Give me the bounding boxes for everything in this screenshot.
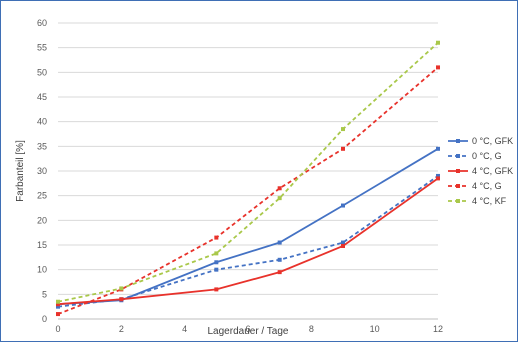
y-tick-label: 15 — [37, 240, 47, 250]
series-line — [57, 42, 439, 303]
data-point — [277, 186, 282, 191]
x-tick-label: 4 — [182, 324, 187, 334]
x-axis-title: Lagerdauer / Tage — [208, 326, 289, 337]
data-point — [56, 312, 60, 317]
data-point — [56, 304, 60, 309]
data-point — [277, 257, 282, 262]
y-tick-label: 20 — [37, 215, 47, 225]
data-point — [436, 65, 440, 70]
legend-item: 0 °C, GFK — [448, 136, 513, 146]
legend-item: 0 °C, G — [448, 151, 502, 161]
data-point — [119, 297, 124, 302]
data-point — [436, 173, 440, 178]
y-tick-label: 25 — [37, 191, 47, 201]
data-point — [119, 286, 124, 291]
y-tick-label: 35 — [37, 141, 47, 151]
y-tick-label: 60 — [37, 18, 47, 28]
data-point — [277, 240, 282, 245]
legend-marker — [456, 199, 460, 203]
data-point — [214, 260, 219, 265]
data-point — [436, 146, 440, 151]
data-point — [214, 267, 219, 272]
series-line — [57, 177, 439, 306]
legend-item: 4 °C, KF — [448, 196, 507, 206]
data-point — [56, 299, 60, 304]
series-lines — [56, 40, 440, 317]
legend-label: 4 °C, KF — [472, 196, 507, 206]
y-tick-label: 0 — [42, 314, 47, 324]
data-point — [341, 243, 345, 248]
data-point — [277, 196, 282, 201]
gridlines — [58, 22, 438, 295]
y-axis-ticks: 0 5 10 15 20 25 30 35 40 45 50 55 60 — [37, 18, 47, 324]
legend-label: 4 °C, GFK — [472, 166, 513, 176]
y-axis-title: Farbanteil [%] — [15, 140, 26, 202]
x-tick-label: 12 — [433, 324, 443, 334]
x-tick-label: 10 — [370, 324, 380, 334]
legend-item: 4 °C, GFK — [448, 166, 513, 176]
series-5 — [56, 40, 440, 304]
legend-label: 0 °C, GFK — [472, 136, 513, 146]
y-tick-label: 30 — [37, 166, 47, 176]
y-tick-label: 55 — [37, 43, 47, 53]
x-axis-ticks: 0 2 4 6 8 10 12 — [55, 324, 443, 334]
x-tick-label: 2 — [119, 324, 124, 334]
legend-marker — [456, 184, 460, 188]
x-tick-label: 8 — [309, 324, 314, 334]
y-tick-label: 10 — [37, 265, 47, 275]
legend-marker — [456, 154, 460, 158]
data-point — [214, 287, 219, 292]
y-tick-label: 5 — [42, 289, 47, 299]
y-tick-label: 45 — [37, 92, 47, 102]
data-point — [341, 146, 345, 151]
data-point — [341, 127, 345, 132]
series-2 — [56, 173, 440, 309]
data-point — [56, 302, 60, 307]
legend-item: 4 °C, G — [448, 181, 502, 191]
data-point — [436, 176, 440, 181]
legend-marker — [456, 169, 460, 173]
data-point — [277, 270, 282, 275]
legend-label: 0 °C, G — [472, 151, 502, 161]
x-tick-label: 6 — [245, 324, 250, 334]
data-point — [436, 40, 440, 45]
data-point — [341, 203, 345, 208]
series-line — [57, 66, 439, 315]
legend-marker — [456, 139, 460, 143]
series-3 — [56, 176, 440, 307]
y-tick-label: 40 — [37, 117, 47, 127]
series-4 — [56, 65, 440, 317]
x-tick-label: 0 — [55, 324, 60, 334]
data-point — [214, 251, 219, 256]
legend: 0 °C, GFK 0 °C, G 4 °C, GFK 4 °C, G 4 °C, KF — [448, 136, 513, 206]
y-tick-label: 50 — [37, 67, 47, 77]
legend-label: 4 °C, G — [472, 181, 502, 191]
data-point — [214, 235, 219, 240]
data-point — [341, 240, 345, 245]
